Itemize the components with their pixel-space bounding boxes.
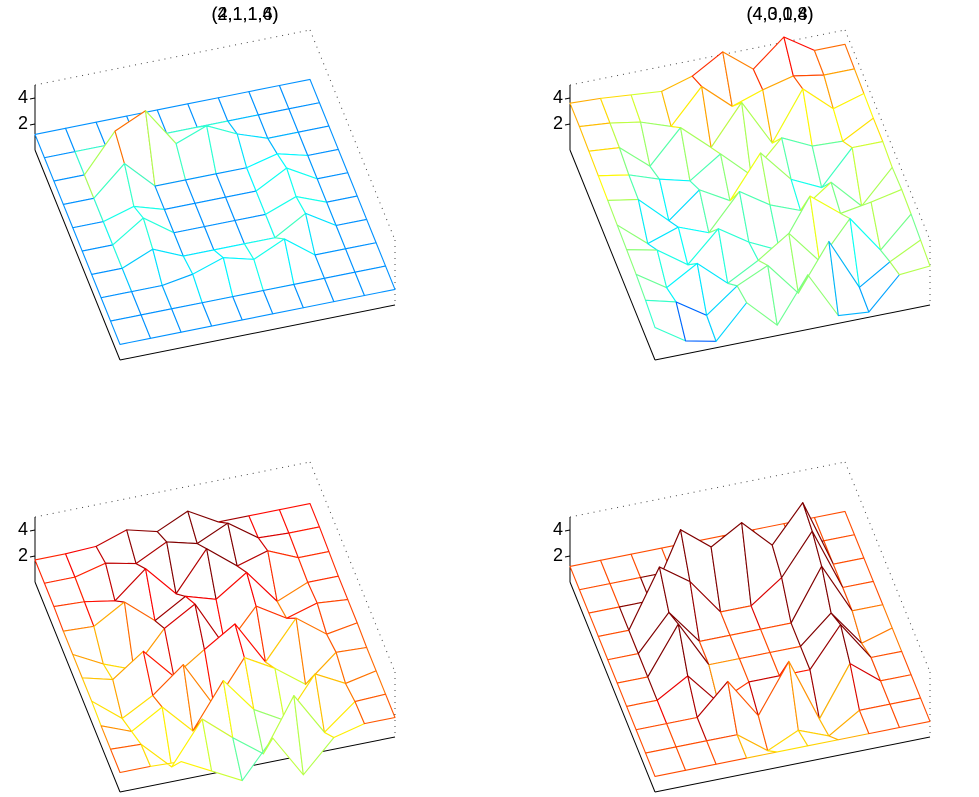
chart-title: (4,1,1,6): [211, 4, 278, 24]
z-tick-label: 2: [18, 113, 28, 133]
z-tick-label: 4: [18, 87, 28, 107]
z-tick-label: 2: [18, 545, 28, 565]
z-tick: [565, 124, 570, 125]
z-tick-label: 4: [18, 519, 28, 539]
z-tick: [565, 530, 570, 531]
figure: (2,1,1,4)24 (4,0,0,4)24 (4,1,1,6) 2 4 (4,3,1,…: [0, 0, 979, 797]
z-tick-label: 4: [553, 87, 563, 107]
z-tick: [30, 98, 35, 99]
z-tick-label: 4: [553, 519, 563, 539]
box-edge: [35, 30, 310, 85]
z-tick-label: 2: [553, 113, 563, 133]
z-tick: [565, 556, 570, 557]
z-tick-label: 2: [553, 545, 563, 565]
chart-title: (4,3,1,8): [746, 4, 813, 24]
z-tick: [30, 124, 35, 125]
z-tick: [30, 530, 35, 531]
panel: (4,0,0,4)24: [553, 4, 930, 360]
box-edge: [35, 462, 310, 517]
z-tick: [565, 98, 570, 99]
z-tick: [30, 556, 35, 557]
panel: (2,1,1,4)24: [18, 4, 395, 360]
